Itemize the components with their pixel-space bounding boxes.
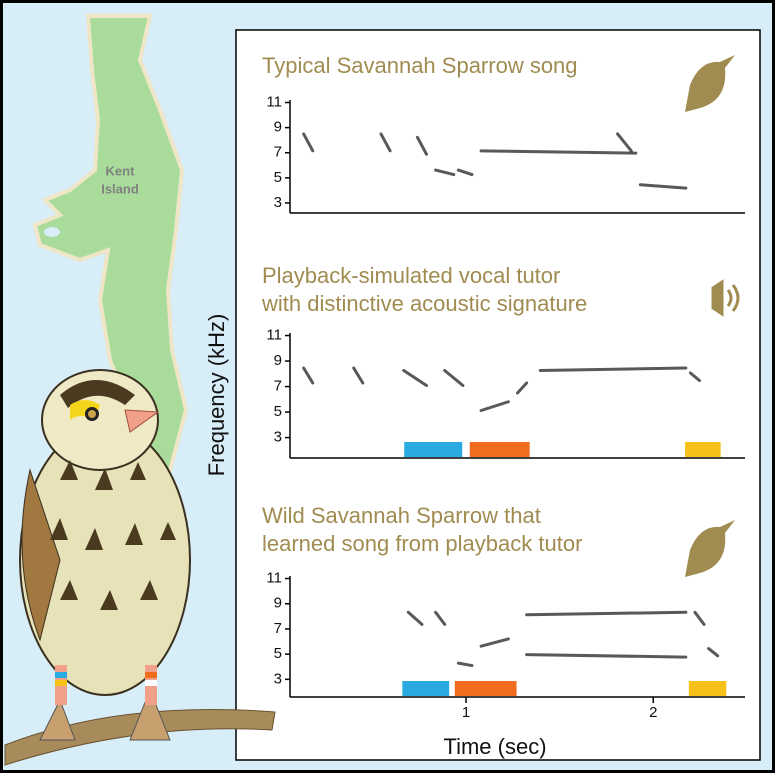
map-label: Kent: [106, 163, 136, 178]
panel-title: with distinctive acoustic signature: [261, 291, 587, 316]
syllable: [516, 381, 529, 395]
map-label: Island: [101, 181, 139, 196]
syllable: [693, 610, 706, 626]
highlight-bar: [454, 681, 517, 696]
y-axis-label: Frequency (kHz): [204, 314, 229, 477]
x-tick-label: 2: [649, 704, 657, 721]
syllable: [415, 135, 428, 156]
highlight-bar: [402, 681, 450, 696]
panel: [235, 29, 761, 761]
y-tick-label: 3: [274, 429, 282, 446]
syllable: [479, 637, 510, 648]
y-tick-label: 7: [274, 378, 282, 395]
panel-title: learned song from playback tutor: [262, 531, 582, 556]
syllable: [379, 132, 392, 153]
syllable: [525, 653, 688, 659]
x-tick-label: 1: [462, 704, 470, 721]
y-tick-label: 9: [274, 595, 282, 612]
y-tick-label: 3: [274, 194, 282, 211]
syllable: [538, 366, 688, 372]
syllable: [688, 371, 701, 382]
x-axis-label: Time (sec): [443, 734, 546, 759]
branch: [4, 709, 276, 766]
lake: [44, 227, 60, 237]
y-tick-label: 11: [266, 327, 282, 344]
highlight-bar: [404, 442, 463, 457]
y-tick-label: 3: [274, 670, 282, 687]
syllable: [402, 369, 428, 387]
syllable: [707, 647, 720, 658]
panel-title: Typical Savannah Sparrow song: [262, 53, 578, 78]
panel-title: Playback-simulated vocal tutor: [262, 263, 560, 288]
y-tick-label: 9: [274, 352, 282, 369]
bird: [19, 369, 191, 741]
syllable: [525, 610, 688, 617]
syllable: [352, 366, 365, 385]
syllable: [443, 369, 465, 387]
y-tick-label: 11: [266, 569, 282, 586]
bird-icon: [685, 520, 735, 577]
y-tick-label: 11: [266, 93, 282, 110]
island: [32, 14, 189, 483]
syllable: [302, 132, 315, 153]
syllable: [302, 366, 315, 385]
syllable: [456, 661, 474, 668]
bird-icon: [685, 55, 735, 112]
syllable: [616, 132, 633, 153]
y-tick-label: 5: [274, 169, 282, 186]
syllable: [406, 610, 424, 626]
highlight-bar: [688, 681, 727, 696]
syllable: [479, 400, 510, 412]
syllable: [434, 610, 447, 626]
speaker-icon: [711, 279, 740, 317]
y-tick-label: 9: [274, 119, 282, 136]
syllable: [638, 183, 688, 190]
panel-title: Wild Savannah Sparrow that: [262, 503, 541, 528]
y-tick-label: 5: [274, 403, 282, 420]
syllable: [434, 168, 456, 177]
y-tick-label: 5: [274, 645, 282, 662]
syllable: [456, 168, 474, 177]
y-tick-label: 7: [274, 144, 282, 161]
highlight-bar: [685, 442, 721, 457]
highlight-bar: [469, 442, 530, 457]
syllable: [479, 149, 638, 155]
y-tick-label: 7: [274, 620, 282, 637]
